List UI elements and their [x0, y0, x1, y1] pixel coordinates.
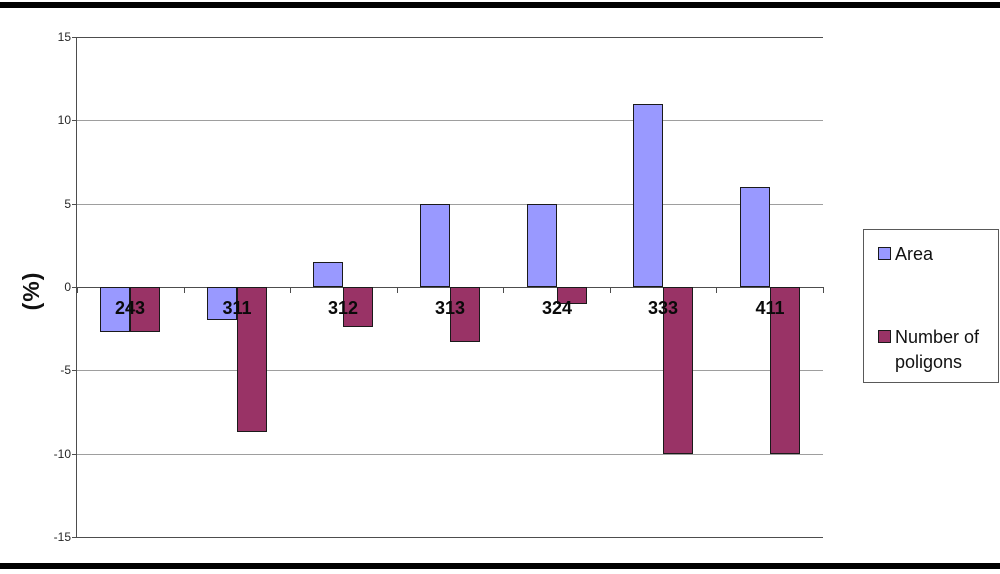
category-label-324: 324 — [541, 298, 573, 318]
y-tick-label-15: 15 — [57, 30, 71, 44]
category-axis-tick — [503, 287, 504, 293]
category-label-311: 311 — [222, 298, 252, 318]
bar-area-411 — [740, 187, 770, 287]
area-legend-swatch — [878, 247, 891, 260]
gridline--15 — [77, 537, 823, 538]
category-label-313: 313 — [434, 298, 466, 318]
bar-number-of-poligons-324 — [557, 287, 587, 304]
bar-area-324 — [527, 204, 557, 287]
y-tick-label-10: 10 — [57, 113, 71, 127]
bar-area-311 — [207, 287, 237, 320]
gridline-5 — [77, 204, 823, 205]
y-axis-tick--5 — [72, 370, 77, 371]
bar-area-333 — [633, 104, 663, 287]
y-axis-tick-0 — [72, 287, 77, 288]
y-tick-label-0: 0 — [64, 280, 71, 294]
poligons-legend-label: Number of poligons — [895, 327, 980, 372]
y-tick-label--15: -15 — [53, 530, 71, 544]
y-axis-tick-15 — [72, 37, 77, 38]
top-border-line — [0, 2, 1000, 8]
category-label-243: 243 — [114, 298, 146, 318]
bar-number-of-poligons-311 — [237, 287, 267, 432]
bar-area-312 — [313, 262, 343, 287]
gridline--5 — [77, 370, 823, 371]
bar-area-243 — [100, 287, 130, 332]
bar-number-of-poligons-313 — [450, 287, 480, 342]
bar-number-of-poligons-411 — [770, 287, 800, 454]
category-label-411: 411 — [755, 298, 785, 318]
y-tick-label-5: 5 — [64, 197, 71, 211]
legend-item-number-of-poligons: Number of poligons — [878, 325, 995, 375]
gridline-10 — [77, 120, 823, 121]
y-axis-tick--10 — [72, 454, 77, 455]
bar-number-of-poligons-312 — [343, 287, 373, 327]
bottom-border-line — [0, 563, 1000, 569]
poligons-legend-swatch — [878, 330, 891, 343]
gridline-15 — [77, 37, 823, 38]
category-axis-tick — [397, 287, 398, 293]
legend: Area Number of poligons — [863, 229, 999, 383]
gridline--10 — [77, 454, 823, 455]
category-axis-tick — [823, 287, 824, 293]
bar-number-of-poligons-333 — [663, 287, 693, 454]
y-axis-tick--15 — [72, 537, 77, 538]
y-tick-label--10: -10 — [53, 447, 71, 461]
category-axis-tick — [77, 287, 78, 293]
area-legend-label: Area — [895, 244, 934, 264]
category-axis-tick — [184, 287, 185, 293]
y-axis-tick-10 — [72, 120, 77, 121]
category-axis-tick — [610, 287, 611, 293]
category-label-312: 312 — [327, 298, 359, 318]
y-tick-label--5: -5 — [60, 363, 71, 377]
category-axis-tick — [290, 287, 291, 293]
category-axis-tick — [716, 287, 717, 293]
category-label-333: 333 — [647, 298, 679, 318]
bar-area-313 — [420, 204, 450, 287]
legend-item-area: Area — [878, 242, 995, 267]
y-axis-line — [76, 37, 77, 538]
y-axis-tick-5 — [72, 204, 77, 205]
bar-number-of-poligons-243 — [130, 287, 160, 332]
